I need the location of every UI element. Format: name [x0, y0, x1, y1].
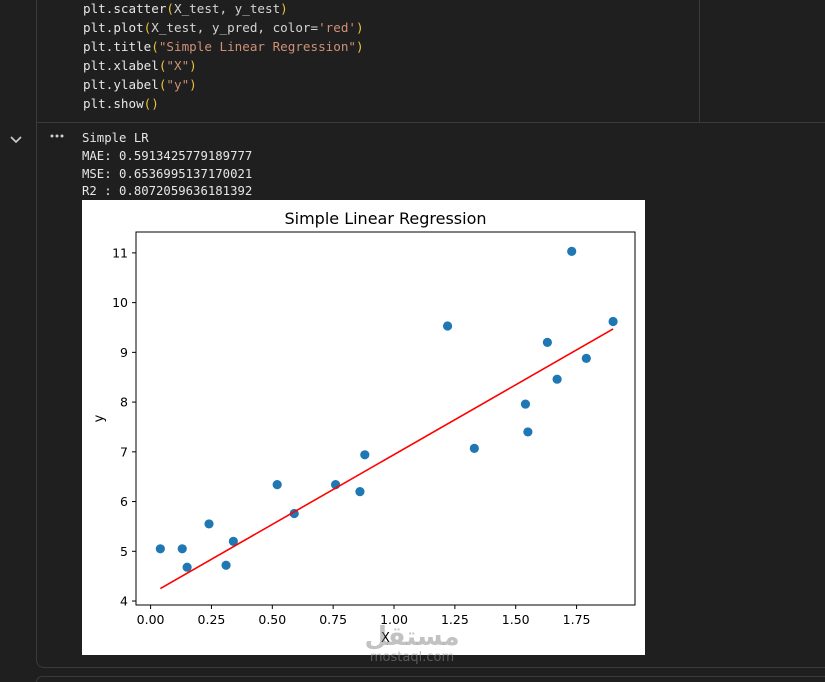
x-tick-label: 1.75: [563, 612, 591, 627]
scatter-point: [567, 246, 577, 256]
watermark-logo: مستقل: [364, 622, 460, 652]
code-function: plt.xlabel: [83, 58, 159, 73]
code-paren: (: [143, 20, 152, 35]
scatter-point: [542, 337, 552, 348]
scatter-point: [608, 316, 618, 327]
y-tick-label: 10: [112, 295, 128, 310]
code-editor[interactable]: [37, 0, 700, 123]
output-mae-line: MAE: 0.5913425779189777: [82, 149, 253, 163]
code-line: plt.plot(X_test, y_pred, color='red'): [83, 18, 364, 37]
y-tick-label: 5: [120, 544, 128, 559]
code-function: plt.ylabel: [83, 77, 159, 92]
y-tick-label: 6: [120, 494, 128, 509]
code-paren: ): [189, 77, 197, 92]
code-function: plt.plot: [83, 20, 144, 35]
chevron-down-icon[interactable]: [6, 130, 26, 150]
output-r2-line: R2 : 0.8072059636181392: [82, 184, 253, 198]
x-tick-label: 0.25: [198, 612, 226, 627]
x-axis-label: X: [381, 631, 390, 646]
code-paren: ): [280, 1, 288, 16]
regression-line: [159, 328, 614, 590]
y-tick-label: 9: [120, 345, 128, 360]
scatter-point: [552, 374, 562, 384]
y-tick-label: 4: [120, 594, 128, 609]
code-line: plt.title("Simple Linear Regression"): [83, 37, 364, 56]
code-paren: ): [151, 96, 159, 111]
x-tick-label: 1.25: [441, 612, 469, 627]
scatter-point: [272, 480, 282, 490]
x-tick-label: 1.00: [380, 612, 408, 627]
output-mse-line: MSE: 0.6536995137170021: [82, 167, 253, 181]
scatter-point: [469, 443, 479, 453]
code-string: "X": [166, 58, 190, 73]
plot-figure: Simple Linear Regression 0.00 0.25 0.50 0.75…: [82, 200, 645, 655]
code-string: "y": [166, 77, 190, 92]
code-line: plt.scatter(X_test, y_test): [83, 0, 288, 18]
y-axis-label: y: [92, 414, 107, 422]
y-tick-label: 7: [120, 444, 128, 459]
code-paren: ): [356, 20, 364, 35]
scatter-chart: Simple Linear Regression 0.00 0.25 0.50 0.75…: [92, 209, 636, 646]
code-args: X_test, y_pred, color=: [151, 20, 319, 35]
scatter-point: [523, 427, 533, 437]
code-line: plt.ylabel("y"): [83, 75, 197, 94]
code-string: 'red': [318, 20, 356, 35]
cell-divider: [37, 122, 825, 123]
code-function: plt.show: [83, 96, 144, 111]
code-paren: ): [355, 39, 364, 54]
code-paren: (: [151, 39, 159, 54]
x-tick-label: 0.75: [319, 612, 347, 627]
code-paren: (: [158, 58, 167, 73]
chart-title: Simple Linear Regression: [284, 209, 486, 228]
scatter-point: [228, 536, 238, 546]
code-args: X_test, y_test: [174, 1, 281, 16]
watermark-url: mostaql.com: [369, 650, 455, 665]
y-tick-label: 8: [120, 395, 128, 410]
scatter-point: [520, 399, 531, 409]
code-paren: ): [189, 58, 197, 73]
scatter-point: [155, 544, 165, 554]
code-function: plt.scatter: [83, 1, 167, 16]
scatter-point: [182, 562, 192, 572]
code-paren: (: [166, 1, 174, 16]
x-tick-label: 0.50: [258, 612, 286, 627]
scatter-point: [355, 487, 365, 497]
scatter-point: [177, 544, 187, 554]
code-paren: (: [143, 96, 152, 111]
code-string: "Simple Linear Regression": [158, 39, 356, 54]
ellipsis-icon[interactable]: [49, 131, 65, 145]
scatter-point: [204, 519, 214, 529]
next-cell-edge: [36, 676, 825, 682]
scatter-point: [221, 560, 231, 570]
scatter-point: [442, 321, 453, 331]
plot-area-frame: [135, 231, 636, 606]
x-tick-label: 1.50: [502, 612, 530, 627]
code-line: plt.xlabel("X"): [83, 56, 197, 75]
output-text-line: Simple LR: [82, 131, 149, 145]
notebook-cell: [36, 0, 825, 668]
code-paren: (: [158, 77, 167, 92]
code-line: plt.show(): [83, 94, 159, 113]
scatter-point: [360, 450, 370, 460]
scatter-point: [581, 353, 591, 363]
x-tick-label: 0.00: [137, 612, 165, 627]
y-tick-label: 11: [112, 245, 128, 260]
code-function: plt.title: [83, 39, 152, 54]
